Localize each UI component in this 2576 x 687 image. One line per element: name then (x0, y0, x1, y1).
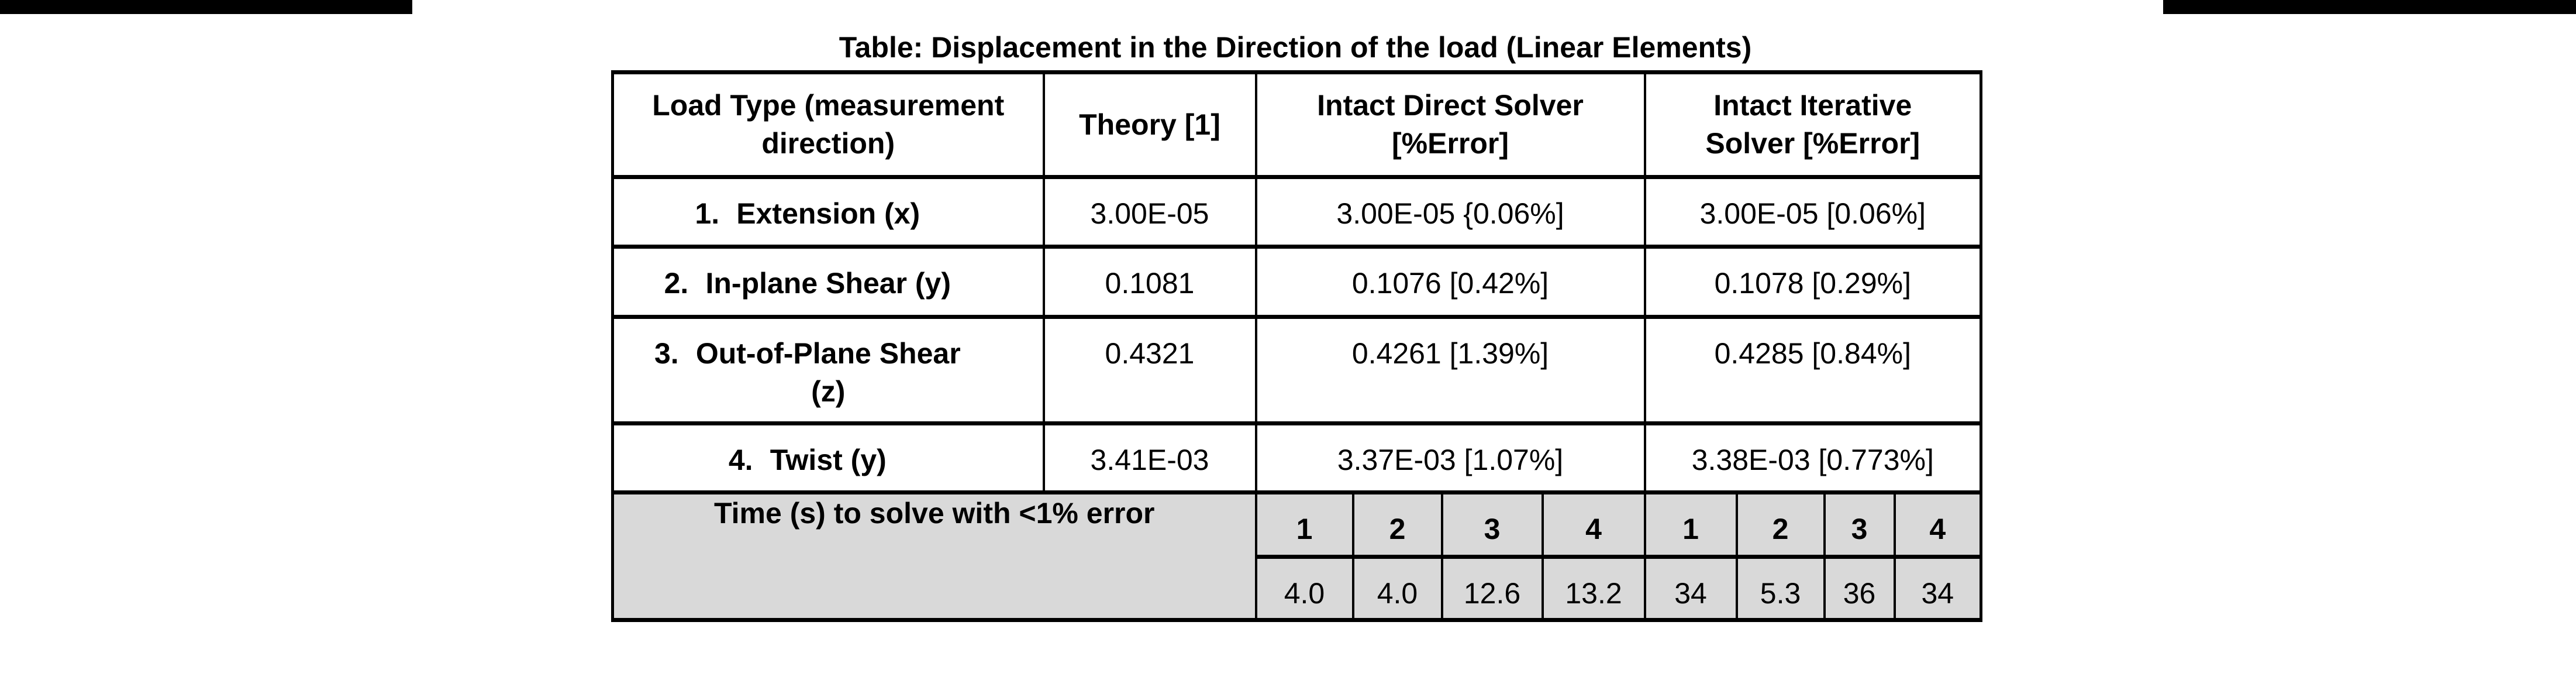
results-table: Load Type (measurement direction) Theory… (611, 70, 1983, 622)
redaction-bar-right (2163, 0, 2576, 14)
case-header-3: 3 (1440, 490, 1544, 559)
direct-solver-value: 3.00E-05 {0.06%] (1254, 175, 1646, 249)
time-value-2: 4.0 (1351, 555, 1443, 622)
case-header-5: 1 (1643, 490, 1738, 559)
load-type-cell: 2. In-plane Shear (y) (611, 245, 1045, 319)
row-inplane-shear: 2. In-plane Shear (y) 0.1081 0.1076 [0.42… (611, 245, 1982, 319)
header-direct-solver: Intact Direct Solver [%Error] (1254, 70, 1646, 179)
load-type-label: Out-of-Plane Shear (z) (695, 337, 961, 408)
theory-value: 0.1081 (1042, 245, 1257, 319)
theory-value: 3.00E-05 (1042, 175, 1257, 249)
header-row: Load Type (measurement direction) Theory… (611, 70, 1982, 179)
iterative-solver-value: 3.00E-05 [0.06%] (1643, 175, 1982, 249)
case-header-7: 3 (1823, 490, 1896, 559)
row-extension: 1. Extension (x) 3.00E-05 3.00E-05 {0.06%… (611, 175, 1982, 249)
iterative-solver-value: 3.38E-03 [0.773%] (1643, 421, 1982, 494)
time-value-6: 5.3 (1735, 555, 1826, 622)
iterative-solver-value: 0.1078 [0.29%] (1643, 245, 1982, 319)
iterative-solver-value: 0.4285 [0.84%] (1643, 315, 1982, 425)
load-type-cell: 1. Extension (x) (611, 175, 1045, 249)
header-load-type: Load Type (measurement direction) (611, 70, 1045, 179)
load-type-label: Extension (x) (736, 197, 920, 230)
time-value-7: 36 (1823, 555, 1896, 622)
redaction-bar-left (0, 0, 412, 14)
time-value-5: 34 (1643, 555, 1738, 622)
time-value-8: 34 (1893, 555, 1982, 622)
time-header-row: Time (s) to solve with <1% error 1 2 3 4… (611, 490, 1982, 622)
theory-value: 0.4321 (1042, 315, 1257, 425)
load-type-cell: 3. Out-of-Plane Shear (z) (611, 315, 1045, 425)
direct-solver-value: 0.4261 [1.39%] (1254, 315, 1646, 425)
row-twist: 4. Twist (y) 3.41E-03 3.37E-03 [1.07%] 3.… (611, 421, 1982, 494)
row-outofplane-shear: 3. Out-of-Plane Shear (z) 0.4321 0.4261 [… (611, 315, 1982, 425)
load-type-cell: 4. Twist (y) (611, 421, 1045, 494)
direct-solver-value: 3.37E-03 [1.07%] (1254, 421, 1646, 494)
load-type-label: In-plane Shear (y) (705, 267, 951, 300)
time-to-solve-label: Time (s) to solve with <1% error (611, 490, 1257, 622)
time-values-row: 4.0 4.0 12.6 13.2 34 5.3 36 34 (613, 555, 1982, 622)
row-number: 2. (664, 267, 689, 300)
header-iterative-solver: Intact Iterative Solver [%Error] (1643, 70, 1982, 179)
case-header-1: 1 (1254, 490, 1354, 559)
table-title: Table: Displacement in the Direction of … (839, 31, 1752, 64)
case-header-2: 2 (1351, 490, 1443, 559)
case-header-4: 4 (1541, 490, 1646, 559)
direct-solver-value: 0.1076 [0.42%] (1254, 245, 1646, 319)
header-theory: Theory [1] (1042, 70, 1257, 179)
case-header-6: 2 (1735, 490, 1826, 559)
time-value-3: 12.6 (1440, 555, 1544, 622)
row-number: 3. (654, 337, 679, 370)
row-number: 4. (728, 444, 753, 476)
case-header-8: 4 (1893, 490, 1982, 559)
theory-value: 3.41E-03 (1042, 421, 1257, 494)
time-value-1: 4.0 (1254, 555, 1354, 622)
time-value-4: 13.2 (1541, 555, 1646, 622)
load-type-label: Twist (y) (770, 444, 887, 476)
row-number: 1. (695, 197, 720, 230)
